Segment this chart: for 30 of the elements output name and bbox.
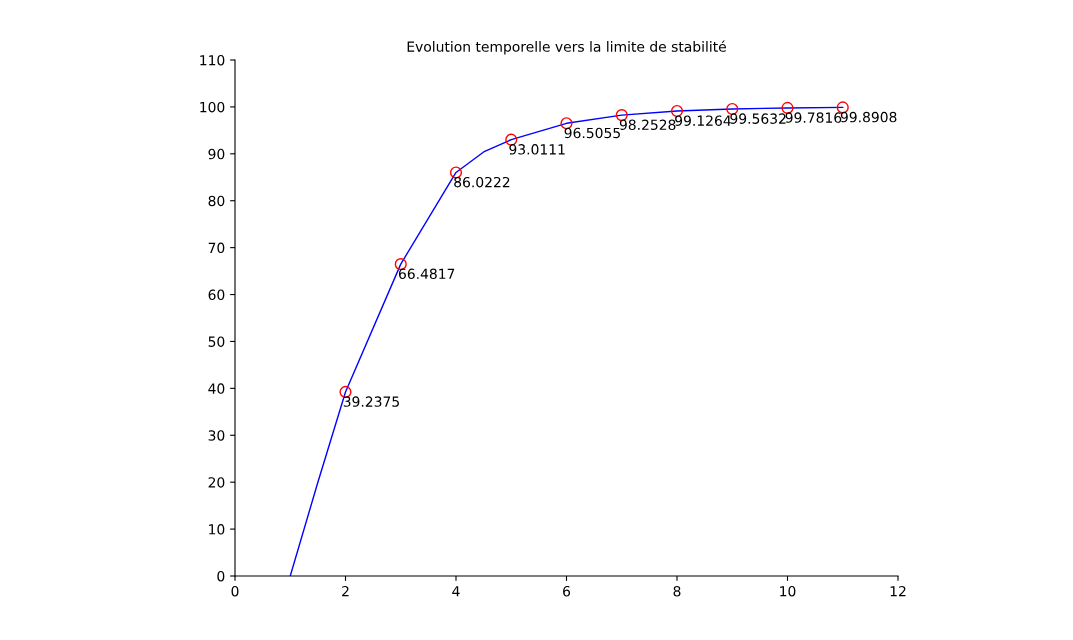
chart-title: Evolution temporelle vers la limite de stabilité — [407, 40, 726, 55]
data-label: 86.0222 — [454, 176, 510, 188]
x-tick-label: 10 — [780, 585, 796, 597]
x-tick-label: 0 — [231, 585, 239, 597]
y-tick-label: 110 — [200, 54, 225, 66]
y-tick-label: 50 — [208, 336, 225, 347]
y-tick-label: 30 — [208, 430, 225, 441]
data-label: 93.0111 — [509, 144, 565, 155]
data-label: 39.2375 — [343, 396, 399, 407]
y-tick-label: 10 — [209, 524, 225, 535]
y-tick-label: 100 — [200, 101, 225, 113]
y-tick-label: 80 — [208, 195, 225, 207]
data-label: 99.8908 — [840, 111, 897, 123]
x-tick-label: 4 — [452, 586, 460, 597]
data-label: 66.4817 — [398, 268, 455, 280]
data-label: 99.1264 — [675, 115, 731, 126]
x-tick-label: 6 — [563, 585, 571, 597]
y-tick-label: 20 — [208, 477, 225, 488]
data-label: 98.2528 — [619, 119, 676, 131]
y-tick-label: 60 — [208, 289, 225, 301]
y-tick-label: 90 — [208, 148, 225, 160]
x-tick-label: 2 — [342, 585, 349, 597]
data-label: 96.5055 — [564, 127, 620, 139]
data-label: 99.7816 — [785, 112, 842, 123]
x-tick-label: 12 — [890, 585, 906, 597]
y-tick-label: 40 — [208, 383, 225, 394]
x-tick-label: 8 — [673, 585, 681, 597]
y-tick-label: 0 — [217, 570, 225, 582]
data-label: 99.5632 — [730, 113, 786, 124]
y-tick-label: 70 — [208, 242, 225, 254]
